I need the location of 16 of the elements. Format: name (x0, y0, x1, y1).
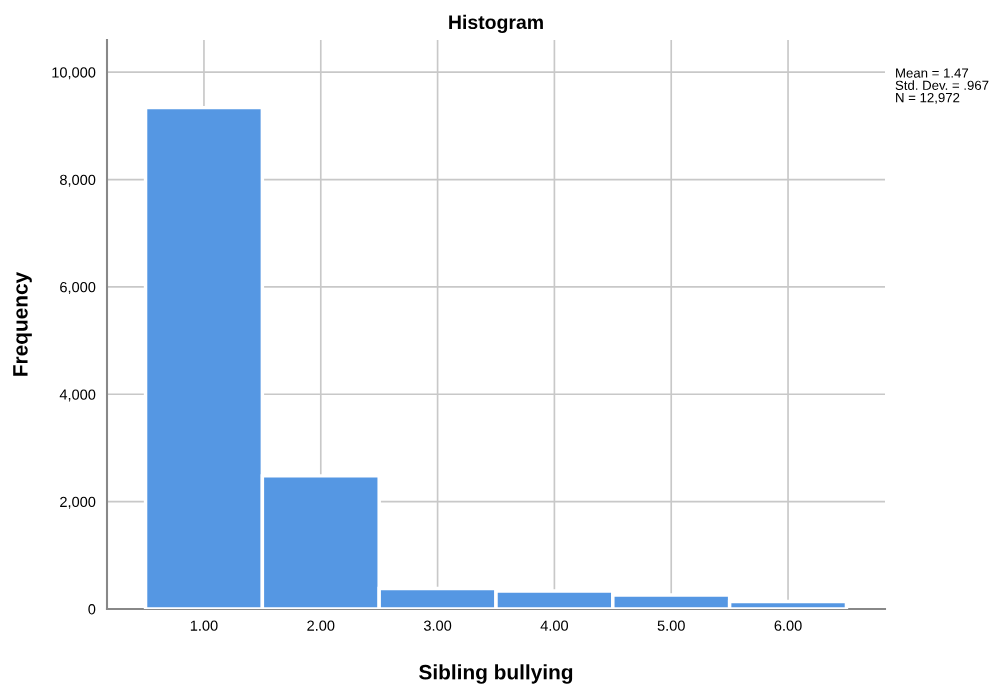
x-tick-label: 1.00 (190, 620, 218, 631)
x-axis-title: Sibling bullying (419, 664, 573, 684)
x-tick-label: 3.00 (423, 620, 452, 631)
y-tick-label: 10,000 (52, 67, 96, 80)
chart-title: Histogram (449, 14, 543, 34)
text: Mean = 1.47 Std. Dev. = .967 N = 12,972 (895, 68, 989, 104)
y-tick-label: 0 (88, 604, 96, 615)
x-tick-label: 4.00 (540, 620, 569, 631)
y-axis-title: Frequency (13, 271, 32, 376)
x-tick-label: 5.00 (657, 620, 685, 631)
y-tick-label: 2,000 (60, 496, 96, 509)
x-tick-label: 2.00 (307, 620, 335, 631)
y-tick-label: 8,000 (60, 174, 96, 187)
y-tick-label: 4,000 (59, 389, 96, 402)
x-tick-label: 6.00 (774, 620, 802, 631)
y-tick-label: 6,000 (60, 282, 96, 295)
